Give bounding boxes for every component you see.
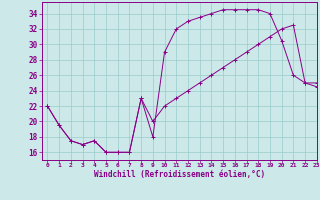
X-axis label: Windchill (Refroidissement éolien,°C): Windchill (Refroidissement éolien,°C) — [94, 170, 265, 179]
